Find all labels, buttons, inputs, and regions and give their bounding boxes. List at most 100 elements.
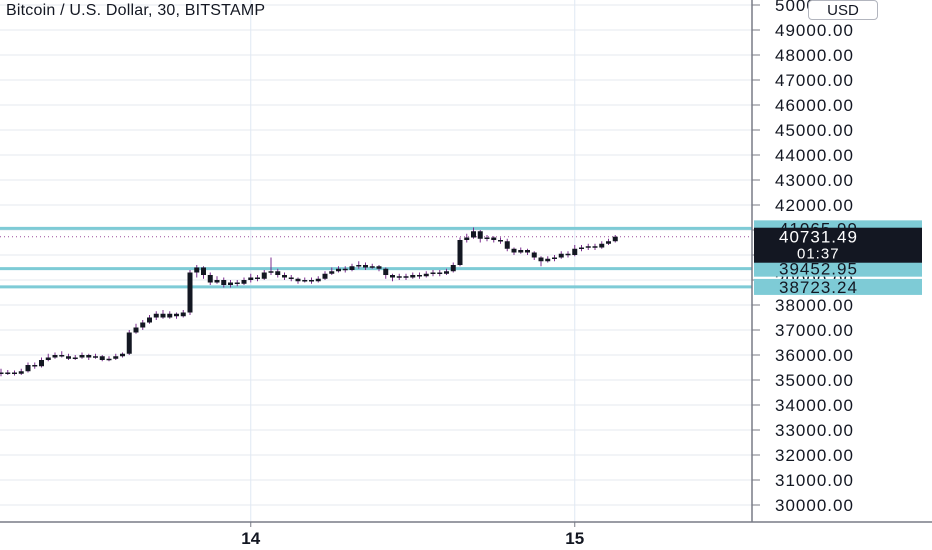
price-tick-label: 47000.00	[775, 71, 854, 90]
price-tick-label: 32000.00	[775, 446, 854, 465]
candle-body	[268, 271, 274, 273]
price-tick-label: 37000.00	[775, 321, 854, 340]
candle-body	[18, 371, 24, 374]
vertical-gridlines	[250, 0, 576, 522]
candle-body	[66, 356, 71, 359]
price-tick-label: 49000.00	[775, 21, 854, 40]
candle-body	[349, 266, 355, 270]
candle-body	[585, 246, 591, 248]
price-tick-label: 35000.00	[775, 371, 854, 390]
level-label: 38723.24	[779, 278, 858, 297]
candle-body	[234, 282, 240, 284]
candle-body	[606, 241, 611, 244]
candle-body	[52, 355, 58, 358]
candle-body	[214, 280, 220, 283]
price-tick-label: 33000.00	[775, 421, 854, 440]
candle-body	[444, 271, 449, 274]
candle-body	[167, 313, 173, 318]
candle-body	[174, 313, 179, 317]
candle-body	[261, 272, 267, 279]
candle-body	[0, 372, 4, 374]
candle-body	[498, 240, 503, 242]
candle-body	[255, 277, 260, 279]
candle-body	[120, 353, 125, 357]
candle-body	[336, 268, 341, 272]
time-axis[interactable]: 14 15	[241, 522, 584, 548]
price-tick-label: 45000.00	[775, 121, 854, 140]
price-tick-label: 34000.00	[775, 396, 854, 415]
candle-body	[599, 243, 605, 248]
candle-body	[194, 267, 200, 273]
candle-body	[363, 265, 368, 268]
candle-body	[592, 246, 598, 248]
candle-body	[464, 237, 470, 240]
candle-body	[147, 317, 152, 323]
time-tick-label: 14	[241, 529, 260, 548]
candle-body	[518, 250, 524, 253]
candle-body	[309, 280, 314, 282]
candle-body	[288, 277, 294, 279]
candle-body	[275, 271, 281, 275]
candle-body	[437, 272, 443, 274]
candle-body	[140, 322, 146, 328]
candle-body	[396, 276, 402, 278]
candle-body	[356, 265, 362, 267]
candle-body	[126, 332, 132, 354]
candle-body	[39, 360, 44, 367]
candle-body	[329, 271, 335, 274]
candle-body	[471, 231, 476, 238]
candle-body	[579, 247, 584, 249]
candle-body	[153, 313, 159, 318]
candle-body	[342, 268, 348, 271]
price-tick-label: 42000.00	[775, 196, 854, 215]
candle-body	[99, 356, 105, 360]
candle-body	[383, 268, 389, 275]
candle-body	[484, 237, 490, 239]
time-tick-label: 15	[565, 529, 584, 548]
candle-body	[93, 356, 98, 358]
currency-button[interactable]: USD	[808, 0, 878, 20]
price-tick-label: 44000.00	[775, 146, 854, 165]
candle-body	[612, 236, 618, 242]
price-tick-label: 43000.00	[775, 171, 854, 190]
candle-body	[106, 358, 112, 361]
candle-body	[221, 280, 227, 285]
candle-body	[545, 258, 551, 262]
candle-body	[228, 282, 233, 285]
level-label: 39452.95	[779, 260, 858, 279]
candle-body	[504, 241, 510, 249]
candle-body	[538, 257, 544, 262]
horizontal-levels[interactable]	[0, 226, 752, 289]
candles	[0, 227, 618, 377]
candle-body	[552, 257, 557, 259]
candle-body	[295, 278, 301, 282]
level-label-bg	[754, 260, 922, 277]
candle-body	[423, 273, 429, 277]
countdown-timer: 01:37	[797, 246, 840, 263]
candle-body	[511, 248, 517, 253]
candle-body	[390, 275, 395, 278]
candle-body	[322, 273, 328, 279]
candle-body	[491, 237, 497, 240]
candle-body	[282, 275, 287, 278]
price-tick-label: 31000.00	[775, 471, 854, 490]
candle-body	[133, 327, 139, 333]
price-label-bg	[754, 227, 922, 263]
last-price-value: 40731.49	[779, 228, 858, 247]
candle-body	[430, 272, 436, 274]
price-tick-label: 46000.00	[775, 96, 854, 115]
candle-body	[572, 248, 578, 255]
candle-body	[457, 240, 463, 265]
candle-body	[376, 266, 382, 269]
candle-body	[207, 275, 213, 283]
candle-body	[32, 365, 38, 367]
candle-body	[113, 356, 119, 359]
candle-body	[525, 250, 530, 253]
candle-body	[72, 357, 78, 359]
candle-body	[45, 357, 51, 360]
candle-body	[417, 275, 422, 277]
chart-title: Bitcoin / U.S. Dollar, 30, BITSTAMP	[6, 2, 266, 19]
level-label-bg	[754, 278, 922, 295]
